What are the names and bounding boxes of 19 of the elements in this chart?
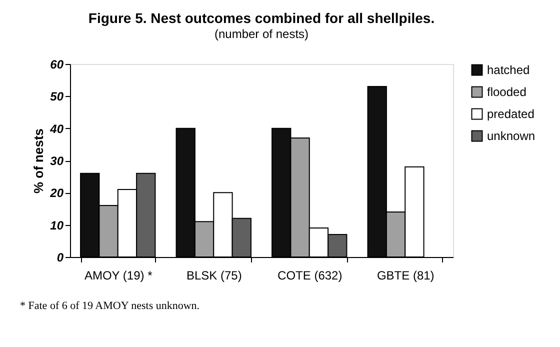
x-tick-label: BLSK (75)	[186, 268, 242, 282]
y-tick-label: 60	[50, 58, 64, 72]
chart-subtitle: (number of nests)	[214, 27, 309, 41]
legend-label: flooded	[487, 85, 526, 99]
x-tick-label: COTE (632)	[278, 268, 342, 282]
y-tick-label: 10	[50, 218, 64, 232]
y-tick-label: 30	[50, 154, 64, 168]
chart-title: Figure 5. Nest outcomes combined for all shellpiles.	[88, 10, 435, 26]
legend-label: predated	[487, 107, 534, 121]
legend-label: hatched	[487, 63, 530, 77]
legend-label: unknown	[487, 129, 536, 143]
y-tick-label: 20	[49, 186, 64, 200]
y-tick-label: 0	[56, 250, 64, 264]
y-tick-label: 50	[50, 90, 64, 104]
text: * Fate of 6 of 19 AMOY nests unknown.	[20, 300, 200, 312]
x-tick-label: GBTE (81)	[376, 268, 434, 282]
x-tick-label: AMOY (19) *	[84, 268, 153, 282]
y-tick-label: 40	[49, 122, 64, 136]
y-axis-title: % of nests	[31, 128, 46, 194]
